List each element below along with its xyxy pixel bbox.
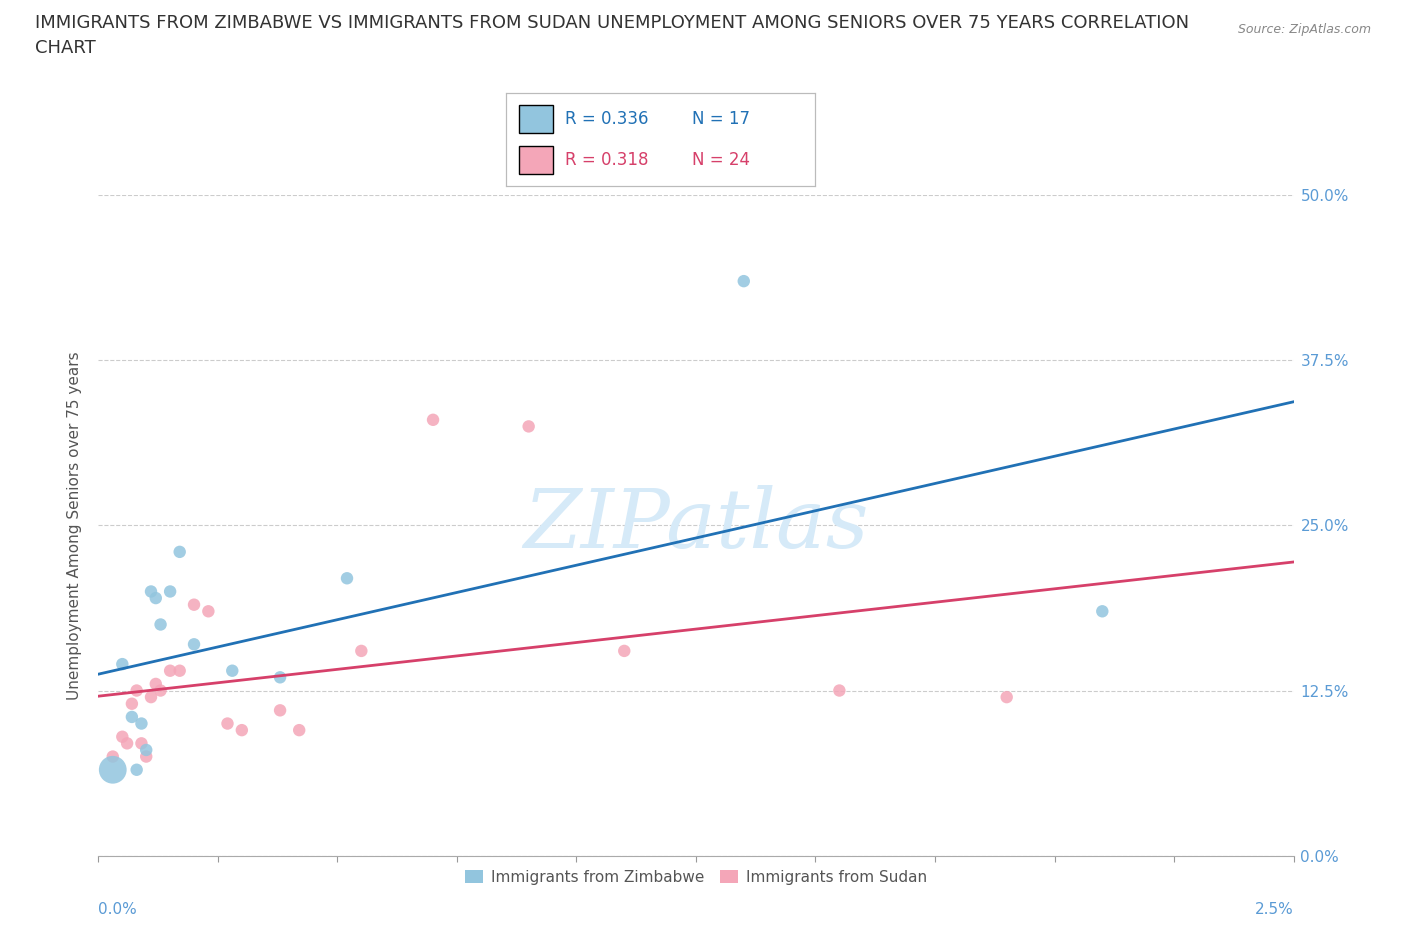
Point	[131, 716, 153, 731]
Point	[828, 683, 851, 698]
Point	[135, 742, 157, 757]
Point	[169, 663, 191, 678]
Point	[111, 657, 134, 671]
Point	[135, 750, 157, 764]
Point	[121, 710, 143, 724]
Point	[269, 703, 291, 718]
FancyBboxPatch shape	[519, 105, 553, 133]
Point	[139, 690, 162, 705]
Point	[183, 637, 205, 652]
Point	[149, 683, 172, 698]
Point	[145, 591, 167, 605]
Point	[111, 729, 134, 744]
Text: IMMIGRANTS FROM ZIMBABWE VS IMMIGRANTS FROM SUDAN UNEMPLOYMENT AMONG SENIORS OVE: IMMIGRANTS FROM ZIMBABWE VS IMMIGRANTS F…	[35, 14, 1189, 32]
Point	[231, 723, 253, 737]
Point	[197, 604, 219, 618]
Point	[269, 670, 291, 684]
Text: Source: ZipAtlas.com: Source: ZipAtlas.com	[1237, 23, 1371, 36]
Point	[121, 697, 143, 711]
Point	[217, 716, 239, 731]
Text: N = 24: N = 24	[692, 151, 749, 169]
Point	[101, 750, 124, 764]
Text: CHART: CHART	[35, 39, 96, 57]
Text: 0.0%: 0.0%	[98, 902, 138, 917]
FancyBboxPatch shape	[519, 146, 553, 174]
Text: R = 0.318: R = 0.318	[565, 151, 648, 169]
Text: 2.5%: 2.5%	[1254, 902, 1294, 917]
Point	[517, 418, 540, 433]
Point	[145, 676, 167, 691]
Text: ZIPatlas: ZIPatlas	[523, 485, 869, 565]
Point	[101, 763, 124, 777]
Point	[183, 597, 205, 612]
Point	[350, 644, 373, 658]
Point	[613, 644, 636, 658]
Point	[221, 663, 243, 678]
Point	[125, 763, 148, 777]
Point	[995, 690, 1018, 705]
Text: N = 17: N = 17	[692, 110, 749, 128]
Point	[115, 736, 138, 751]
Legend: Immigrants from Zimbabwe, Immigrants from Sudan: Immigrants from Zimbabwe, Immigrants fro…	[458, 864, 934, 891]
Point	[336, 571, 359, 586]
Point	[159, 663, 181, 678]
Point	[169, 544, 191, 559]
Point	[288, 723, 311, 737]
Point	[149, 618, 172, 632]
Point	[131, 736, 153, 751]
Point	[159, 584, 181, 599]
Point	[1091, 604, 1114, 618]
Point	[422, 412, 444, 427]
Point	[733, 273, 755, 288]
Y-axis label: Unemployment Among Seniors over 75 years: Unemployment Among Seniors over 75 years	[67, 352, 83, 699]
Point	[125, 683, 148, 698]
Point	[139, 584, 162, 599]
Text: R = 0.336: R = 0.336	[565, 110, 648, 128]
